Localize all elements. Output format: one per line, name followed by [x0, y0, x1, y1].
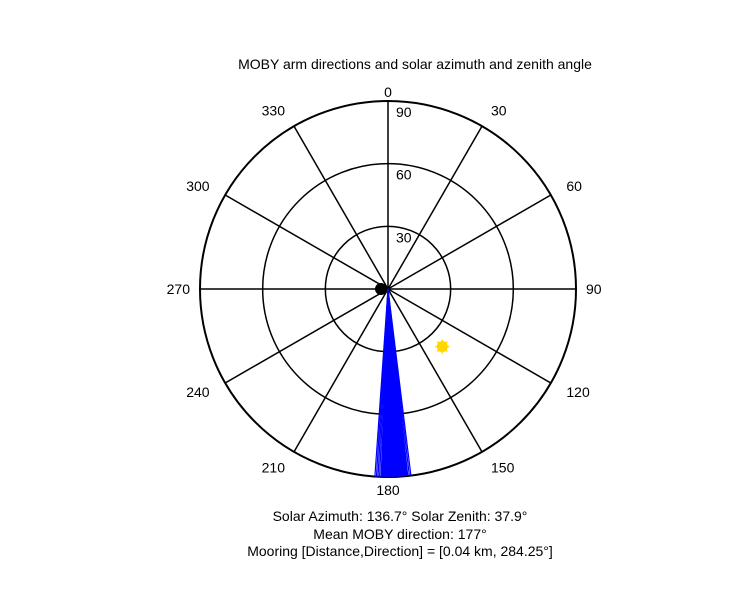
- radial-label-30: 30: [396, 229, 412, 245]
- spoke-60: [387, 194, 552, 290]
- chart-title: MOBY arm directions and solar azimuth an…: [238, 56, 592, 72]
- spoke-150: [387, 288, 483, 453]
- spoke-210: [293, 288, 389, 453]
- spoke-30: [387, 125, 483, 290]
- arm-wedge: [381, 289, 408, 477]
- angle-label-180: 180: [376, 482, 400, 498]
- spoke-330: [293, 125, 389, 290]
- mean-direction-caption: Mean MOBY direction: 177°: [313, 526, 487, 542]
- sun-ray-5: [436, 341, 443, 348]
- sun-ray-1: [441, 346, 448, 353]
- sun-ray-7: [441, 341, 448, 348]
- sun-ray-3: [436, 346, 443, 353]
- angle-label-210: 210: [262, 459, 286, 475]
- mooring-caption: Mooring [Distance,Direction] = [0.04 km,…: [247, 543, 553, 559]
- markers: [375, 283, 450, 354]
- arm-direction-lines: [374, 288, 412, 478]
- radial-label-90: 90: [396, 104, 412, 120]
- solar-caption: Solar Azimuth: 136.7° Solar Zenith: 37.9…: [272, 508, 528, 524]
- radial-label-60: 60: [396, 167, 412, 183]
- spoke-300: [224, 194, 389, 290]
- angle-label-330: 330: [262, 103, 286, 119]
- spoke-240: [224, 288, 389, 384]
- arm-line-23: [374, 288, 389, 477]
- spoke-120: [387, 288, 552, 384]
- angle-label-270: 270: [167, 281, 191, 297]
- angle-label-30: 30: [491, 103, 507, 119]
- center-marker: [375, 283, 387, 295]
- angle-label-0: 0: [384, 84, 392, 100]
- angle-labels: 0 30 60 90 120 150 180 210 240 270 300 330: [167, 84, 602, 498]
- angle-label-120: 120: [566, 384, 590, 400]
- angle-label-90: 90: [586, 281, 602, 297]
- angle-label-300: 300: [186, 178, 210, 194]
- angle-label-60: 60: [566, 178, 582, 194]
- angle-label-150: 150: [491, 459, 515, 475]
- radial-labels: 30 60 90: [396, 104, 412, 245]
- angle-label-240: 240: [186, 384, 210, 400]
